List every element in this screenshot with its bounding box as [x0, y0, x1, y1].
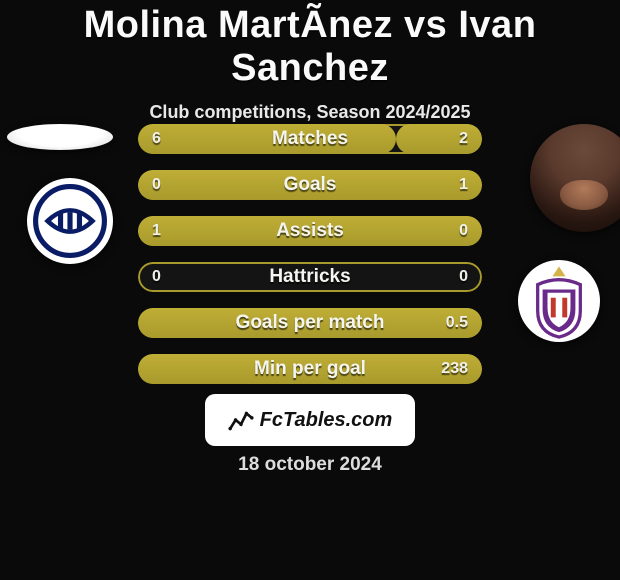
stat-track — [138, 262, 482, 292]
valladolid-crest-icon — [518, 260, 600, 342]
stat-fill-left — [138, 216, 482, 246]
brand-chart-icon — [228, 407, 254, 433]
brand-pill[interactable]: FcTables.com — [205, 394, 415, 446]
stat-row: Hattricks00 — [138, 262, 482, 292]
alaves-crest-icon — [27, 178, 113, 264]
subtitle: Club competitions, Season 2024/2025 — [0, 102, 620, 123]
stat-row: Goals01 — [138, 170, 482, 200]
stat-bars: Matches62 Goals01 Assists10 Hattricks00 Goal… — [138, 124, 482, 400]
stat-fill-right — [138, 354, 482, 384]
club-right-badge — [518, 260, 600, 342]
page-title: Molina MartÃnez vs Ivan Sanchez — [0, 0, 620, 90]
brand-label: FcTables.com — [260, 409, 393, 432]
stat-fill-right — [396, 124, 482, 154]
player-left-avatar — [7, 124, 113, 150]
stat-fill-right — [138, 308, 482, 338]
stat-fill-right — [138, 170, 482, 200]
stat-fill-left — [138, 124, 396, 154]
comparison-card: Molina MartÃnez vs Ivan Sanchez Club com… — [0, 0, 620, 580]
stat-row: Min per goal238 — [138, 354, 482, 384]
stat-row: Matches62 — [138, 124, 482, 154]
date-label: 18 october 2024 — [0, 454, 620, 476]
club-left-badge — [27, 178, 113, 264]
stat-row: Goals per match0.5 — [138, 308, 482, 338]
player-right-avatar — [530, 124, 620, 232]
stat-row: Assists10 — [138, 216, 482, 246]
